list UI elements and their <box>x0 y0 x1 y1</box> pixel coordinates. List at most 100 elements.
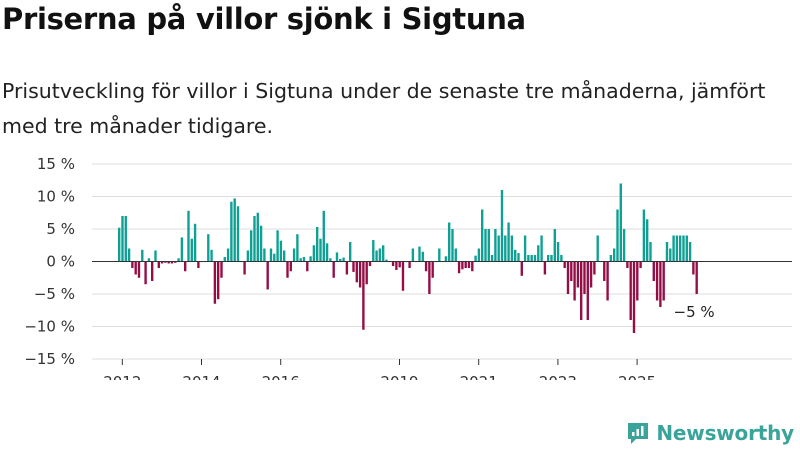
bar <box>157 261 160 268</box>
bar <box>688 242 692 262</box>
bar <box>141 249 144 262</box>
bar <box>391 261 395 267</box>
bar <box>177 258 180 262</box>
bar <box>679 235 682 262</box>
bar <box>626 261 629 268</box>
bar <box>316 227 319 262</box>
bar <box>477 248 481 262</box>
bar <box>302 256 306 262</box>
bar <box>118 227 121 262</box>
bar <box>576 261 580 288</box>
bar <box>355 261 358 283</box>
bar <box>418 246 421 262</box>
bar <box>154 250 157 262</box>
bar <box>398 261 401 268</box>
bar <box>124 216 127 262</box>
bar <box>573 261 576 301</box>
bar <box>250 230 253 262</box>
bar <box>692 261 695 275</box>
bar <box>494 229 497 262</box>
bar <box>127 248 131 262</box>
bar <box>180 237 184 262</box>
bar <box>517 253 520 262</box>
bar <box>273 253 276 262</box>
x-tick-label: 2025 <box>618 373 656 380</box>
bar <box>335 252 339 262</box>
bar <box>319 238 322 262</box>
bar <box>223 256 226 262</box>
y-tick-label: 10 % <box>37 188 75 206</box>
bar <box>246 250 250 262</box>
bar <box>345 261 349 275</box>
bar <box>121 216 124 262</box>
bar <box>583 261 586 294</box>
bar <box>586 261 589 320</box>
bar <box>659 261 662 307</box>
bar <box>411 248 415 262</box>
bar <box>233 198 236 262</box>
bar <box>276 230 279 262</box>
y-tick-label: −5 % <box>34 285 75 303</box>
bar <box>365 261 368 285</box>
bar <box>593 261 596 275</box>
bar <box>632 261 636 333</box>
bar <box>325 243 329 262</box>
bar <box>217 261 220 300</box>
bar <box>147 258 151 262</box>
bar <box>385 259 388 262</box>
bar <box>520 261 523 276</box>
bar <box>401 261 405 291</box>
bar <box>283 250 286 262</box>
bar <box>213 261 217 304</box>
bar <box>553 229 556 262</box>
bar <box>540 235 543 262</box>
bar <box>358 261 362 288</box>
bar <box>603 261 606 281</box>
bar <box>279 240 283 262</box>
newsworthy-brand: Newsworthy <box>626 421 794 445</box>
bar <box>629 261 632 320</box>
bar <box>451 229 454 262</box>
bar <box>467 261 471 268</box>
bar <box>230 201 233 262</box>
bar <box>395 261 398 270</box>
bar <box>547 255 550 262</box>
bar <box>655 261 659 301</box>
bar <box>649 242 652 262</box>
bar <box>286 261 289 278</box>
bar <box>167 261 170 264</box>
bar <box>672 235 675 262</box>
bar <box>675 235 679 262</box>
bar <box>253 216 256 262</box>
bar <box>342 257 345 262</box>
y-tick-label: 5 % <box>46 220 75 238</box>
bar <box>622 229 626 262</box>
bar <box>448 222 451 262</box>
bar <box>619 183 622 262</box>
bar <box>375 250 378 262</box>
bar <box>616 209 619 262</box>
bar <box>543 261 547 275</box>
bar <box>243 261 246 275</box>
x-tick-label: 2023 <box>539 373 577 380</box>
bar <box>424 261 428 272</box>
bar <box>184 261 187 272</box>
bar <box>639 261 642 268</box>
y-tick-label: 0 % <box>46 253 75 271</box>
bar <box>296 234 299 262</box>
bar <box>134 261 137 275</box>
bar <box>263 248 266 262</box>
bar <box>510 235 514 262</box>
bar <box>636 261 639 301</box>
bar <box>580 261 583 320</box>
bar <box>474 255 477 262</box>
bar <box>685 235 688 262</box>
bar <box>339 258 342 262</box>
bar <box>461 261 464 270</box>
bar <box>589 261 593 288</box>
bar <box>570 261 573 281</box>
bar <box>226 248 230 262</box>
bar <box>289 261 292 272</box>
axes: 15 % 10 % 5 % 0 % −5 % −10 % −15 % 2012 2014 2016… <box>24 155 792 380</box>
bar <box>382 245 385 262</box>
